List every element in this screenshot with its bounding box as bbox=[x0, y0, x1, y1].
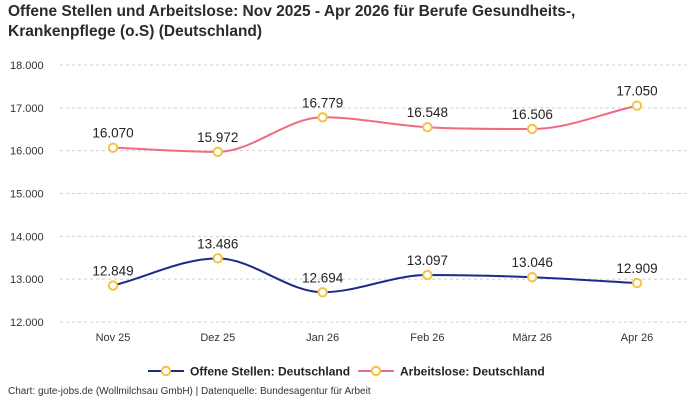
y-tick-label: 13.000 bbox=[10, 274, 44, 286]
data-point bbox=[631, 100, 643, 111]
y-tick-label: 18.000 bbox=[10, 60, 44, 72]
x-tick-label: Nov 25 bbox=[96, 332, 131, 344]
chart-title-line-1: Offene Stellen und Arbeitslose: Nov 2025… bbox=[8, 3, 576, 20]
data-label: 13.046 bbox=[512, 255, 553, 270]
chart-title-line-2: Krankenpflege (o.S) (Deutschland) bbox=[8, 23, 263, 40]
data-label: 16.779 bbox=[302, 95, 343, 110]
legend-marker-2 bbox=[370, 365, 382, 377]
data-point bbox=[422, 269, 433, 281]
x-tick-label: Jan 26 bbox=[306, 332, 339, 344]
chart-title: Offene Stellen und Arbeitslose: Nov 2025… bbox=[8, 2, 688, 42]
x-tick-label: Feb 26 bbox=[410, 332, 444, 344]
data-label-layer: 12.849 13.486 12.694 13.097 13.046 12.909 16.0… bbox=[92, 84, 657, 286]
data-point bbox=[212, 146, 224, 158]
data-label: 16.506 bbox=[512, 107, 553, 122]
data-point bbox=[212, 253, 224, 264]
data-label: 17.050 bbox=[616, 84, 657, 99]
axis-layer: 12.000 13.000 14.000 15.000 16.000 17.000 18.0… bbox=[10, 60, 653, 344]
source-footer: Chart: gute-jobs.de (Wollmilchsau GmbH) … bbox=[8, 386, 371, 397]
data-label: 12.694 bbox=[302, 270, 344, 285]
y-tick-label: 16.000 bbox=[10, 146, 44, 158]
y-tick-label: 12.000 bbox=[10, 317, 44, 329]
x-tick-label: Apr 26 bbox=[621, 332, 653, 344]
data-label: 16.070 bbox=[92, 126, 133, 141]
data-point bbox=[107, 280, 119, 291]
x-tick-label: Dez 25 bbox=[200, 332, 235, 344]
x-tick-label: März 26 bbox=[512, 332, 552, 344]
data-label: 15.972 bbox=[197, 130, 238, 145]
legend: Offene Stellen: Deutschland Arbeitslose: … bbox=[148, 365, 545, 379]
data-point bbox=[422, 121, 433, 133]
series-line-2 bbox=[112, 104, 638, 153]
series-line-1 bbox=[112, 257, 638, 294]
y-tick-label: 14.000 bbox=[10, 231, 44, 243]
legend-label-1: Offene Stellen: Deutschland bbox=[190, 365, 350, 379]
series-layer bbox=[107, 100, 643, 298]
legend-marker-1 bbox=[160, 365, 172, 377]
data-label: 13.486 bbox=[197, 236, 238, 251]
data-label: 12.849 bbox=[92, 264, 133, 279]
y-tick-label: 17.000 bbox=[10, 103, 44, 115]
data-point bbox=[631, 277, 643, 289]
data-point bbox=[527, 271, 538, 283]
data-label: 13.097 bbox=[407, 253, 448, 268]
y-tick-label: 15.000 bbox=[10, 189, 44, 201]
data-point bbox=[107, 142, 119, 153]
data-point bbox=[317, 112, 328, 123]
data-label: 16.548 bbox=[407, 105, 448, 120]
data-label: 12.909 bbox=[616, 261, 657, 276]
legend-label-2: Arbeitslose: Deutschland bbox=[400, 365, 545, 379]
data-point bbox=[527, 123, 538, 135]
data-point bbox=[317, 287, 328, 298]
